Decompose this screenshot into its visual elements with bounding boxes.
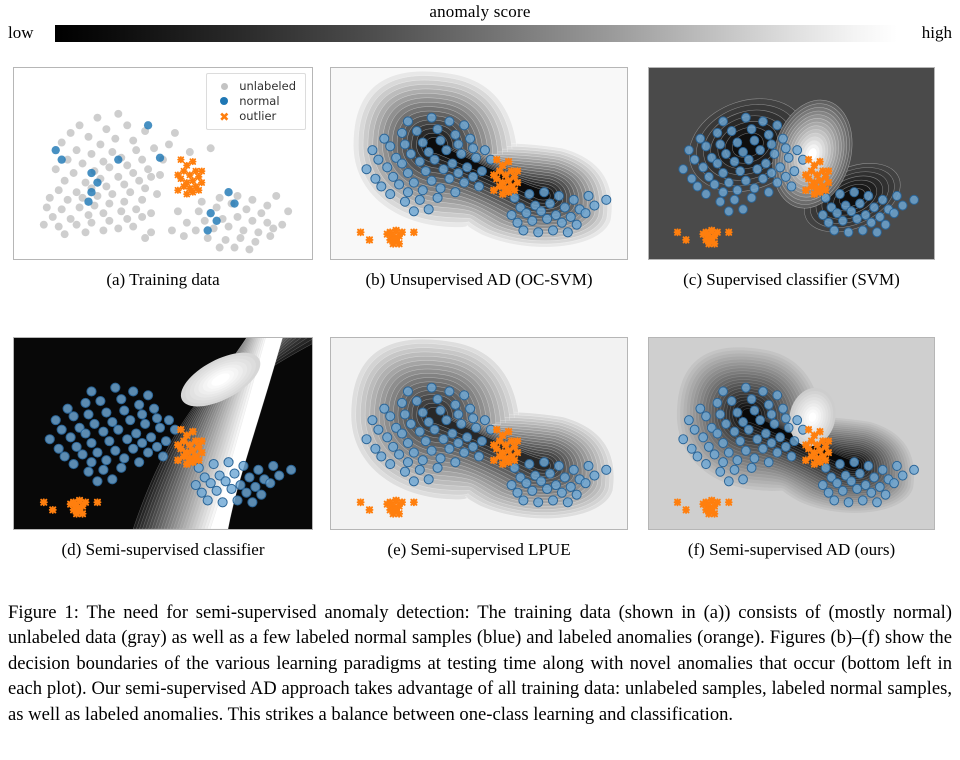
panel-d-plot [14,338,312,529]
panel-a-training-data[interactable]: unlabeled normal ✖ outlier [13,67,313,260]
legend-label-normal: normal [239,94,280,108]
panel-b-caption: (b) Unsupervised AD (OC-SVM) [365,270,593,289]
circle-gray-icon [214,79,234,94]
panel-e-plot [331,338,627,529]
colorbar: low high [0,23,960,44]
colorbar-low-label: low [8,23,34,42]
legend-item-normal: normal [214,94,296,109]
panel-e-semi-supervised-lpue[interactable] [330,337,628,530]
panel-e-caption: (e) Semi-supervised LPUE [387,540,571,559]
panel-b-plot [331,68,627,259]
panel-f-semi-supervised-ad-ours[interactable] [648,337,935,530]
panel-f-plot [649,338,934,529]
panel-c-plot [649,68,934,259]
cross-orange-icon: ✖ [219,109,230,124]
panel-d-semi-supervised-classifier[interactable] [13,337,313,530]
panel-c-caption: (c) Supervised classifier (SVM) [683,270,900,289]
panel-f-caption: (f) Semi-supervised AD (ours) [687,540,896,559]
legend-item-unlabeled: unlabeled [214,79,296,94]
legend: unlabeled normal ✖ outlier [206,73,306,130]
colorbar-gradient [55,25,897,42]
legend-label-unlabeled: unlabeled [239,79,296,93]
panel-a-caption: (a) Training data [106,270,220,289]
panel-c-supervised-classifier[interactable] [648,67,935,260]
panel-d-caption: (d) Semi-supervised classifier [61,540,265,559]
figure-caption: Figure 1: The need for semi-supervised a… [8,602,952,725]
circle-blue-icon [214,94,234,109]
colorbar-high-label: high [921,23,952,42]
colorbar-title: anomaly score [429,2,531,21]
legend-label-outlier: outlier [239,109,277,123]
panel-b-unsupervised-ad[interactable] [330,67,628,260]
legend-item-outlier: ✖ outlier [214,109,296,124]
